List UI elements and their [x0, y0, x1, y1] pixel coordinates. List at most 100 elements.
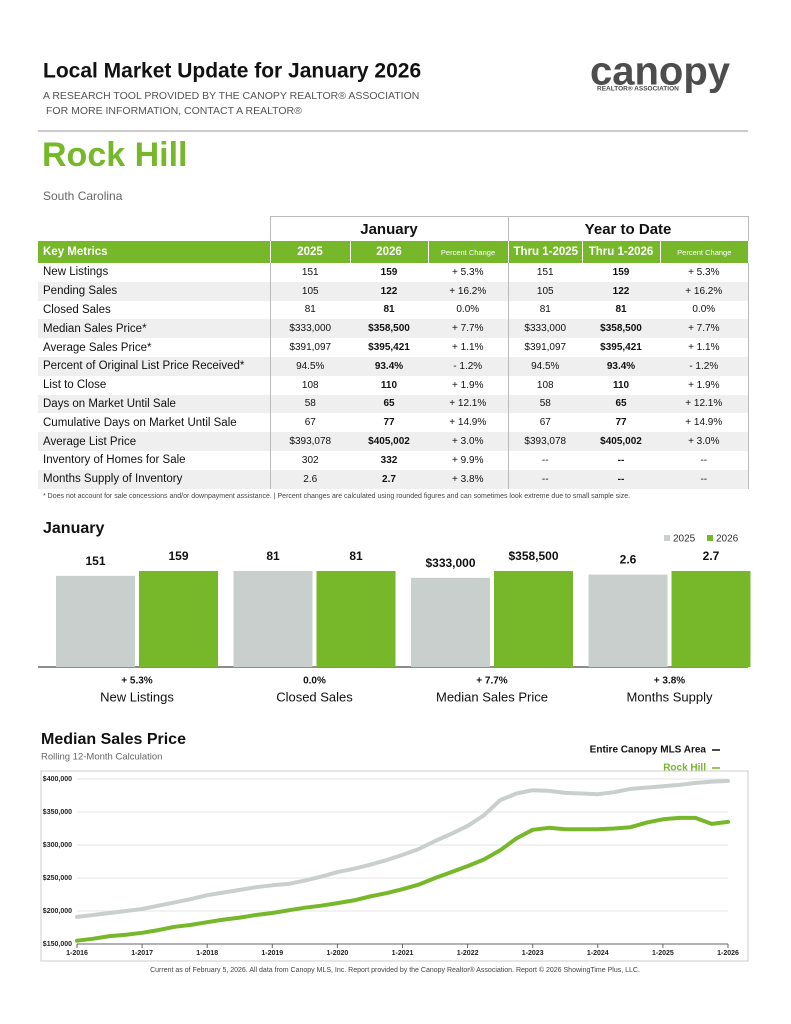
metric-value: + 7.7%	[660, 319, 749, 339]
metric-name: List to Close	[43, 379, 107, 392]
legend-label: 2026	[716, 534, 739, 545]
bar-value-label: 81	[349, 549, 363, 563]
x-tick-label: 1-2025	[652, 950, 674, 957]
metrics-table: January Year to Date Key Metrics 2025 2026 Pe…	[38, 216, 749, 489]
metric-value: 0.0%	[456, 304, 480, 316]
bar-value-label: $333,000	[425, 556, 475, 570]
metric-value: 105	[507, 281, 583, 301]
metric-value: 58	[507, 394, 583, 414]
metric-value: --	[507, 469, 583, 489]
x-tick-label: 1-2019	[261, 950, 283, 957]
metric-value: 81	[507, 300, 583, 320]
legend-label: Rock Hill	[663, 763, 706, 774]
metric-value: 77	[615, 417, 627, 429]
metric-value: $358,500	[350, 319, 428, 339]
metric-value: 81	[615, 304, 627, 316]
column-header: 2025	[269, 241, 350, 263]
metric-row: Median Sales Price* $333,000 $358,500 + 7.7…	[38, 319, 749, 339]
bar-value-label: $358,500	[508, 549, 558, 563]
metric-value: 151	[269, 263, 350, 282]
metric-value: --	[617, 454, 625, 466]
legend-swatch	[664, 535, 670, 541]
metric-name: Percent of Original List Price Received*	[38, 356, 270, 376]
metric-value: $391,097	[507, 338, 583, 357]
metric-value: 110	[612, 379, 630, 391]
metric-value: - 1.2%	[660, 356, 749, 376]
series-line	[75, 815, 730, 943]
category-label: New Listings	[100, 689, 174, 704]
metric-value: $405,002	[582, 432, 661, 451]
x-tick-label: 1-2026	[717, 950, 739, 957]
metric-value: $393,078	[507, 432, 583, 451]
metric-name: Inventory of Homes for Sale	[43, 454, 186, 467]
metric-value: --	[660, 469, 749, 489]
metric-row: Closed Sales 81 81 0.0% 81 81 0.0%	[38, 300, 749, 320]
metric-value: + 1.1%	[660, 338, 749, 357]
metric-row: New Listings 151 159 + 5.3% 151 159 + 5.3%	[38, 263, 749, 282]
change-label: + 7.7%	[476, 676, 508, 687]
metric-value: 108	[269, 375, 350, 395]
column-header: Thru 1-2026	[581, 241, 661, 263]
metric-value: 2.7	[350, 469, 428, 489]
metric-value: 67	[269, 413, 350, 433]
bar-value-label: 2.6	[620, 553, 637, 567]
metric-row: Cumulative Days on Market Until Sale 67 77…	[38, 413, 749, 433]
metric-value: 77	[383, 417, 395, 429]
metric-value: $405,002	[350, 432, 428, 451]
x-tick-label: 1-2021	[392, 950, 414, 957]
metric-value: + 16.2%	[660, 281, 749, 301]
chart-title: Median Sales Price	[41, 731, 186, 748]
metric-value: 159	[612, 266, 630, 278]
metric-value: + 3.0%	[428, 432, 509, 451]
metric-name: Closed Sales	[43, 303, 111, 316]
metric-value: --	[582, 469, 661, 489]
metric-row: Days on Market Until Sale 58 65 + 12.1% 58 65…	[38, 394, 749, 414]
logo: canopy	[590, 50, 731, 94]
metric-value: $333,000	[269, 319, 350, 339]
metric-name: Months Supply of Inventory	[38, 469, 270, 489]
bar	[671, 571, 751, 667]
metric-value: + 12.1%	[660, 394, 749, 414]
bar-value-label: 151	[85, 554, 105, 568]
metric-value: + 1.9%	[452, 379, 484, 391]
bar	[411, 577, 490, 667]
group-row: January Year to Date	[38, 216, 749, 241]
chart-title: January	[43, 520, 104, 537]
metric-row: Average List Price $393,078 $405,002 + 3.0%…	[38, 432, 749, 451]
bar	[494, 571, 573, 667]
header-row: Key Metrics 2025 2026 Percent Change Thru 1-…	[38, 241, 749, 263]
category-label: Median Sales Price	[436, 689, 548, 704]
metric-value: + 5.3%	[452, 266, 484, 278]
metric-value: 58	[269, 394, 350, 414]
group-header: Year to Date	[507, 216, 749, 241]
footnote: * Does not account for sale concessions …	[43, 493, 630, 500]
metric-value: + 14.9%	[449, 417, 487, 429]
metric-value: $391,097	[269, 338, 350, 357]
legend-swatch	[707, 535, 713, 541]
bar	[233, 571, 313, 667]
metric-value: 93.4%	[582, 356, 661, 376]
x-tick-label: 1-2016	[66, 950, 88, 957]
metric-value: 302	[269, 450, 350, 470]
metric-value: + 1.1%	[452, 342, 484, 354]
group-header: January	[269, 216, 509, 241]
metric-value: 122	[350, 281, 428, 301]
metric-value: + 1.9%	[660, 375, 749, 395]
metric-value: 122	[582, 281, 661, 301]
metric-name: Days on Market Until Sale	[38, 394, 270, 414]
change-label: + 3.8%	[654, 676, 686, 687]
metric-value: + 7.7%	[428, 319, 509, 339]
column-header: Key Metrics	[38, 241, 270, 263]
metric-value: 81	[383, 304, 395, 316]
x-tick-label: 1-2024	[587, 950, 609, 957]
y-tick-label: $300,000	[43, 842, 72, 849]
column-header: Percent Change	[659, 241, 749, 263]
chart-subtitle: Rolling 12-Month Calculation	[41, 752, 162, 763]
metric-value: 108	[507, 375, 583, 395]
change-label: + 5.3%	[121, 676, 153, 687]
column-header: Thru 1-2025	[507, 241, 583, 263]
x-tick-label: 1-2017	[131, 950, 153, 957]
metric-value: + 3.8%	[428, 469, 509, 489]
bar	[139, 571, 218, 667]
